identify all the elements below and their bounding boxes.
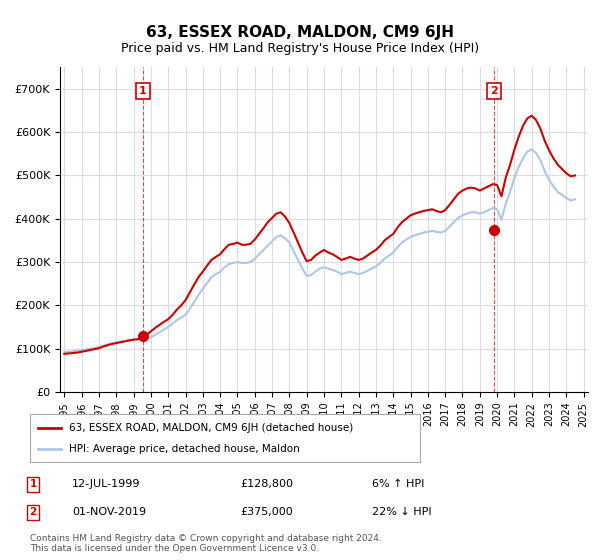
- Text: Contains HM Land Registry data © Crown copyright and database right 2024.
This d: Contains HM Land Registry data © Crown c…: [30, 534, 382, 553]
- Text: 1: 1: [139, 86, 146, 96]
- Text: Price paid vs. HM Land Registry's House Price Index (HPI): Price paid vs. HM Land Registry's House …: [121, 42, 479, 55]
- Text: 1: 1: [29, 479, 37, 489]
- Text: 12-JUL-1999: 12-JUL-1999: [72, 479, 140, 489]
- Text: £375,000: £375,000: [240, 507, 293, 517]
- Text: 2: 2: [490, 86, 498, 96]
- Text: 63, ESSEX ROAD, MALDON, CM9 6JH: 63, ESSEX ROAD, MALDON, CM9 6JH: [146, 25, 454, 40]
- Text: 6% ↑ HPI: 6% ↑ HPI: [372, 479, 424, 489]
- Text: 63, ESSEX ROAD, MALDON, CM9 6JH (detached house): 63, ESSEX ROAD, MALDON, CM9 6JH (detache…: [69, 423, 353, 433]
- Text: £128,800: £128,800: [240, 479, 293, 489]
- Text: 22% ↓ HPI: 22% ↓ HPI: [372, 507, 431, 517]
- Text: HPI: Average price, detached house, Maldon: HPI: Average price, detached house, Mald…: [69, 444, 300, 454]
- Text: 01-NOV-2019: 01-NOV-2019: [72, 507, 146, 517]
- Text: 2: 2: [29, 507, 37, 517]
